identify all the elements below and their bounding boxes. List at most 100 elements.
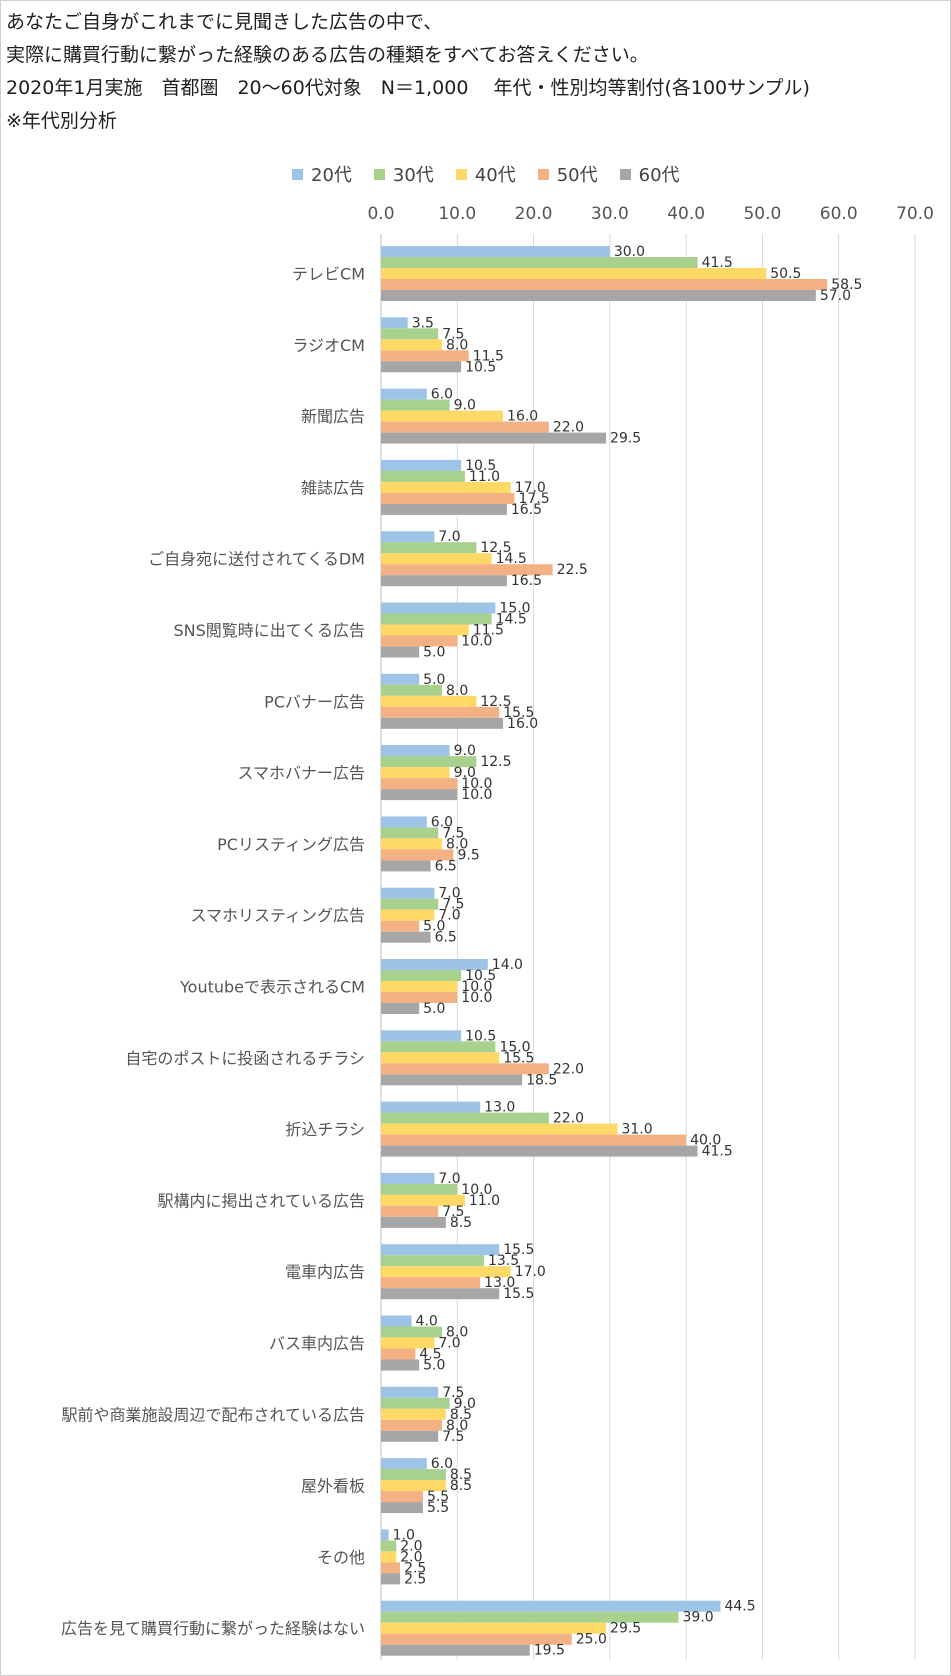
data-label: 5.0 (423, 919, 445, 935)
data-label: 16.0 (507, 716, 538, 732)
bar (381, 970, 462, 981)
data-label: 3.5 (412, 315, 434, 331)
bar (381, 931, 431, 943)
data-label: 15.5 (503, 1286, 534, 1302)
bar (381, 1326, 443, 1338)
bar (381, 361, 462, 373)
bar (381, 290, 816, 301)
bar (381, 706, 500, 718)
data-label: 9.0 (454, 765, 476, 781)
legend-item: 60代 (619, 161, 680, 187)
bar (381, 1458, 427, 1470)
chart-legend: 20代 30代 40代 50代 60代 (292, 162, 702, 186)
bar (381, 350, 469, 362)
bar (381, 553, 492, 565)
data-label: 7.5 (442, 326, 464, 342)
data-label: 13.0 (484, 1275, 515, 1291)
bar (381, 410, 504, 422)
category-label: 折込チラシ (285, 1120, 365, 1139)
bar (381, 279, 828, 290)
data-label: 2.0 (400, 1538, 422, 1554)
bar (381, 920, 420, 932)
bar (381, 1408, 446, 1420)
bar (381, 756, 477, 768)
title-line-3: 2020年1月実施 首都圏 20～60代対象 N＝1,000 年代・性別均等割付… (6, 77, 810, 99)
bar (381, 388, 427, 400)
data-label: 7.5 (442, 1385, 464, 1401)
data-label: 15.0 (499, 1039, 530, 1055)
data-label: 10.0 (461, 787, 492, 803)
data-label: 6.5 (435, 930, 457, 946)
data-label: 17.0 (515, 1264, 546, 1280)
data-label: 7.5 (442, 1429, 464, 1445)
data-label: 8.5 (450, 1407, 472, 1423)
data-label: 25.0 (576, 1632, 607, 1648)
data-label: 41.5 (702, 1144, 733, 1160)
bar (381, 789, 458, 801)
bar (381, 1266, 511, 1278)
legend-label: 40代 (474, 165, 516, 186)
bar (381, 1419, 443, 1431)
bar (381, 1052, 500, 1064)
category-label: 雑誌広告 (301, 478, 365, 497)
category-label: 広告を見て購買行動に繋がった経験はない (61, 1619, 365, 1638)
category-label: テレビCM (292, 265, 365, 284)
data-label: 4.5 (419, 1347, 441, 1363)
legend-swatch (373, 168, 385, 180)
data-label: 19.5 (534, 1643, 565, 1659)
bar (381, 1348, 416, 1360)
bar (381, 887, 435, 899)
category-label: Youtubeで表示されるCM (179, 978, 365, 997)
legend-swatch (537, 168, 549, 180)
bar (381, 684, 443, 696)
x-tick-label: 20.0 (515, 204, 553, 224)
data-label: 8.5 (450, 1215, 472, 1231)
bar (381, 246, 610, 257)
data-label: 12.5 (480, 694, 511, 710)
data-label: 8.0 (446, 683, 468, 699)
bar (381, 1337, 435, 1349)
x-tick-label: 0.0 (367, 204, 394, 224)
bar (381, 778, 458, 790)
bar (381, 1074, 523, 1086)
bar (381, 624, 469, 636)
data-label: 16.5 (511, 573, 542, 589)
data-label: 29.5 (610, 431, 641, 447)
data-label: 13.5 (488, 1253, 519, 1269)
data-label: 10.5 (465, 1028, 496, 1044)
bar (381, 646, 420, 658)
data-label: 22.0 (553, 420, 584, 436)
legend-item: 20代 (292, 161, 352, 187)
x-tick-label: 50.0 (743, 204, 781, 224)
bar (381, 1101, 481, 1113)
bar (381, 767, 450, 779)
legend-item: 50代 (537, 161, 598, 187)
bar (381, 1611, 679, 1623)
bar (381, 981, 458, 992)
data-label: 30.0 (614, 244, 645, 260)
category-label: 駅構内に掲出されている広告 (157, 1191, 365, 1210)
bar (381, 1112, 549, 1124)
bar (381, 909, 435, 921)
data-label: 7.5 (442, 897, 464, 913)
data-label: 41.5 (702, 255, 733, 271)
bar (381, 1573, 401, 1585)
bar (381, 564, 553, 576)
bar (381, 1315, 412, 1327)
data-label: 9.0 (454, 1396, 476, 1412)
legend-label: 50代 (556, 165, 598, 186)
bar (381, 1063, 549, 1075)
bar (381, 635, 458, 647)
category-label: その他 (317, 1548, 365, 1567)
data-label: 7.0 (438, 1336, 460, 1352)
data-label: 14.0 (492, 957, 523, 973)
bar (381, 432, 607, 444)
category-label: SNS閲覧時に出てくる広告 (174, 621, 365, 640)
data-label: 10.0 (461, 634, 492, 650)
bar (381, 542, 477, 554)
data-label: 8.0 (446, 1325, 468, 1341)
data-label: 10.0 (461, 1182, 492, 1198)
data-label: 14.5 (496, 551, 527, 567)
category-label: 屋外看板 (301, 1477, 365, 1496)
data-label: 8.0 (446, 337, 468, 353)
